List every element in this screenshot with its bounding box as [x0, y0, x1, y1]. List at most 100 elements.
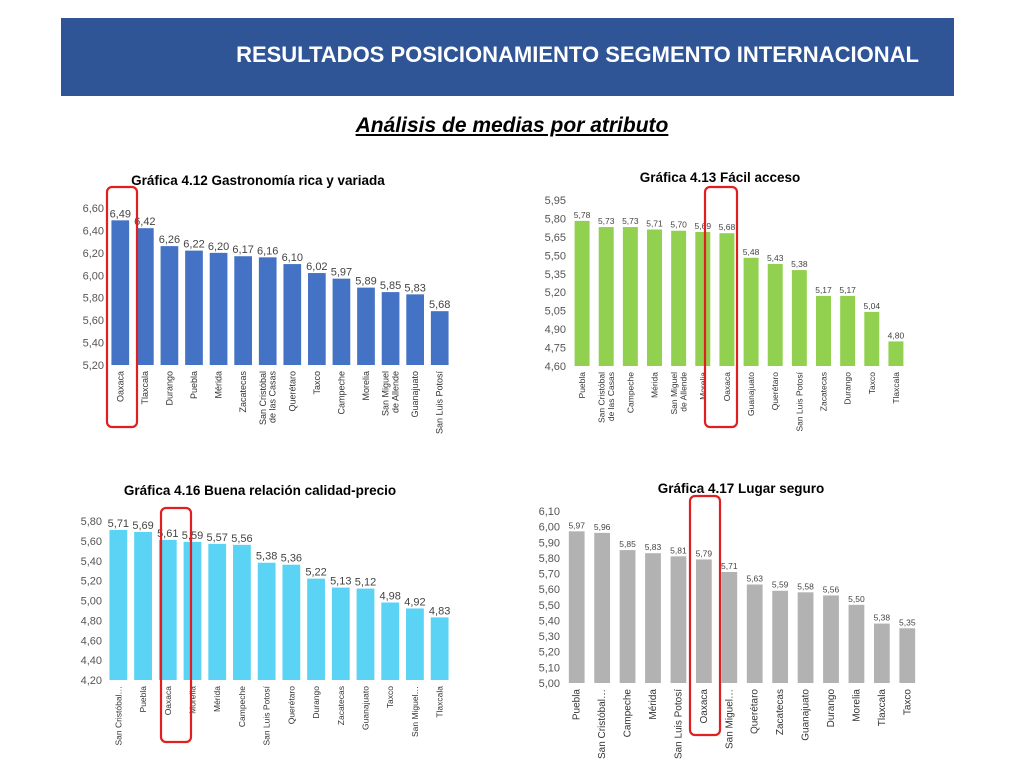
bar-merida — [647, 229, 662, 366]
y-tick-label: 5,60 — [539, 584, 560, 596]
data-label: 5,38 — [256, 551, 277, 563]
y-tick-label: 5,40 — [81, 556, 102, 568]
bar-morelia — [357, 287, 375, 365]
category-label: San Luis Potosí — [794, 371, 804, 431]
category-label: Tlaxcala — [877, 689, 888, 727]
y-tick-label: 6,20 — [83, 248, 104, 260]
data-label: 5,69 — [695, 221, 712, 231]
category-label: Puebla — [577, 372, 587, 399]
data-label: 4,98 — [380, 590, 401, 602]
category-label: Durango — [826, 689, 837, 728]
bar-san-luis-potosi — [791, 270, 807, 366]
header-banner: RESULTADOS POSICIONAMIENTO SEGMENTO INTE… — [61, 18, 954, 96]
bar-taxco — [899, 628, 916, 683]
bar-san-cristobal — [109, 529, 128, 680]
category-label: Taxco — [902, 689, 913, 716]
category-label: Zacatecas — [336, 686, 346, 725]
bar-oaxaca — [719, 233, 735, 366]
data-label: 5,59 — [772, 580, 789, 590]
y-tick-label: 5,60 — [81, 536, 102, 548]
data-label: 5,57 — [207, 532, 228, 544]
category-label: Taxco — [385, 686, 395, 708]
bar-tlaxcala — [888, 341, 904, 366]
bar-puebla — [134, 531, 152, 680]
data-label: 5,89 — [355, 276, 376, 288]
data-label: 5,69 — [132, 520, 153, 532]
y-tick-label: 5,40 — [539, 615, 560, 627]
y-tick-label: 5,70 — [539, 569, 560, 581]
bar-oaxaca — [695, 559, 712, 683]
y-tick-label: 6,40 — [83, 225, 104, 237]
data-label: 5,71 — [721, 561, 738, 571]
chart-gastronomia: Gráfica 4.12 Gastronomía rica y variada 6… — [60, 165, 460, 435]
category-label: San Cristóbal… — [113, 686, 123, 746]
chart-title: Gráfica 4.16 Buena relación calidad-prec… — [124, 483, 396, 498]
category-label: Campeche — [623, 689, 634, 738]
category-label: Durango — [311, 686, 321, 719]
chart-lugar-seguro: Gráfica 4.17 Lugar seguro 6,10 6,00 5,90 5,8… — [520, 475, 920, 759]
category-label: Oaxaca — [722, 372, 732, 402]
data-label: 5,56 — [231, 533, 252, 545]
y-tick-label: 5,95 — [545, 195, 566, 207]
category-label: Mérida — [650, 372, 660, 398]
data-label: 5,56 — [823, 584, 840, 594]
chart-calidad-precio: Gráfica 4.16 Buena relación calidad-prec… — [60, 475, 460, 755]
bar-san-miguel — [406, 608, 424, 680]
bar-guanajuato — [797, 592, 814, 683]
y-tick-label: 5,20 — [83, 360, 104, 372]
category-label: San Luis Potosí — [435, 371, 445, 435]
y-tick-label: 4,60 — [81, 635, 102, 647]
y-tick-label: 5,00 — [81, 596, 102, 608]
data-label: 5,81 — [670, 545, 687, 555]
data-label: 5,85 — [380, 280, 401, 292]
bar-merida — [645, 553, 661, 683]
category-label: Querétaro — [287, 371, 297, 412]
bar-tlaxcala — [873, 623, 890, 683]
category-label: Oaxaca — [699, 689, 710, 724]
y-tick-label: 5,80 — [545, 213, 566, 225]
category-label: Zacatecas — [775, 689, 786, 735]
data-label: 5,12 — [355, 577, 376, 589]
data-label: 5,58 — [797, 581, 814, 591]
bar-durango — [823, 595, 839, 683]
data-label: 5,17 — [839, 285, 856, 295]
bar-puebla — [185, 250, 203, 365]
data-label: 5,43 — [767, 253, 784, 263]
data-label: 5,96 — [594, 522, 611, 532]
category-label: Puebla — [189, 371, 199, 399]
y-tick-label: 4,75 — [545, 343, 566, 355]
data-label: 5,59 — [182, 530, 203, 542]
chart-svg: Gráfica 4.13 Fácil acceso 5,95 5,80 5,65 5,5… — [545, 170, 905, 432]
y-tick-label: 6,00 — [83, 270, 104, 282]
category-label: San Luis Potosí — [262, 685, 272, 745]
data-label: 6,49 — [110, 208, 131, 220]
bar-campeche — [622, 227, 638, 366]
category-label: San Miguel… — [410, 686, 420, 737]
highlight-box — [105, 185, 139, 429]
bar-tlaxcala — [430, 617, 449, 680]
y-tick-label: 5,80 — [81, 516, 102, 528]
data-label: 5,78 — [574, 210, 591, 220]
y-tick-label: 4,20 — [81, 675, 102, 687]
category-label: Mérida — [212, 686, 222, 712]
category-label: Morelia — [188, 686, 198, 714]
bar-zacatecas — [816, 295, 831, 366]
page-subtitle: Análisis de medias por atributo — [355, 114, 669, 137]
category-label: Tlaxcala — [435, 686, 445, 718]
data-label: 5,70 — [670, 220, 687, 230]
bar-puebla — [574, 220, 590, 366]
category-label: San Miguelde Allende — [381, 371, 401, 416]
y-tick-label: 5,80 — [539, 553, 560, 565]
y-tick-label: 5,90 — [539, 537, 560, 549]
category-label: Campeche — [336, 371, 346, 415]
data-label: 5,04 — [864, 301, 881, 311]
bar-san-cristobal-de-las-casas — [258, 257, 277, 365]
bar-campeche — [619, 550, 636, 683]
data-label: 6,16 — [257, 245, 278, 257]
category-label: Durango — [843, 372, 853, 405]
category-label: Puebla — [138, 686, 148, 713]
bar-queretaro — [283, 264, 302, 365]
data-label: 6,20 — [208, 241, 229, 253]
category-label: Tlaxcala — [140, 371, 150, 405]
category-label: Zacatecas — [238, 371, 248, 413]
